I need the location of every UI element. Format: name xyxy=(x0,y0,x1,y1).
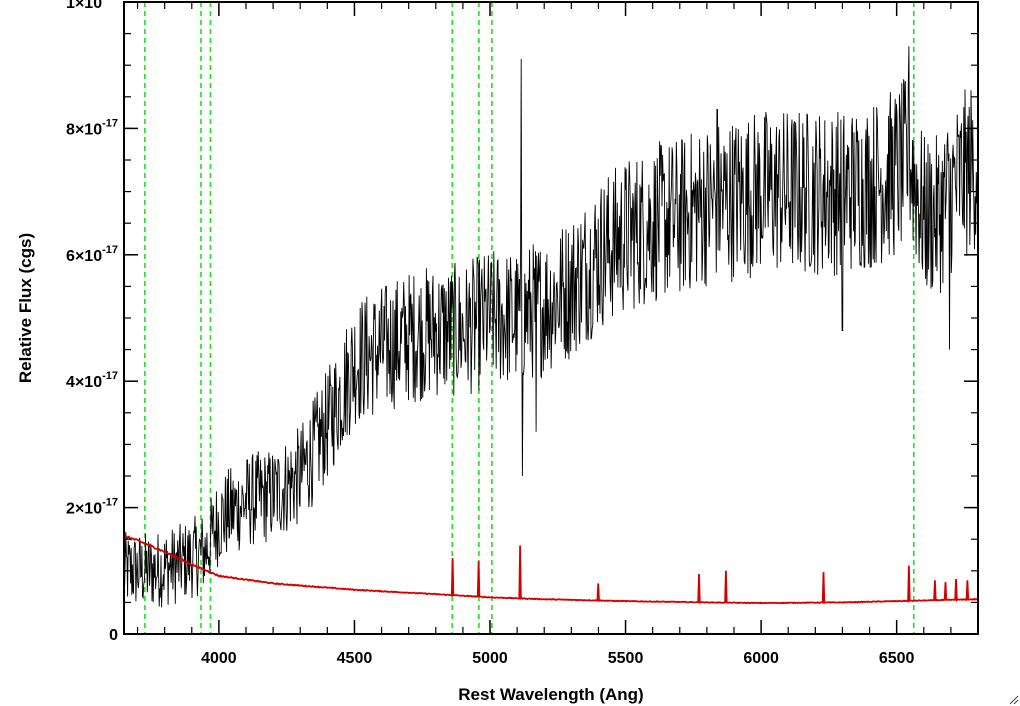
y-tick-label: 6×10-17 xyxy=(66,244,118,265)
y-tick-label: 2×10-17 xyxy=(66,497,118,518)
emission-line-markers xyxy=(144,2,915,634)
spectrum-series xyxy=(123,46,979,608)
x-tick-label: 5000 xyxy=(472,650,508,667)
resize-grip[interactable] xyxy=(1009,695,1019,705)
x-tick-label: 4500 xyxy=(337,650,373,667)
x-axis-label: Rest Wavelength (Ang) xyxy=(458,685,643,704)
axis-ticks xyxy=(124,1,979,635)
y-tick-label: 0 xyxy=(109,627,118,644)
y-tick-label: 8×10-17 xyxy=(66,117,118,138)
x-tick-label: 6000 xyxy=(743,650,779,667)
y-tick-label: 1×10-16 xyxy=(66,0,118,12)
x-tick-label: 5500 xyxy=(608,650,644,667)
series-line-1 xyxy=(123,46,978,608)
series-line-2 xyxy=(123,534,979,605)
x-tick-label: 6500 xyxy=(879,650,915,667)
x-tick-label: 4000 xyxy=(201,650,237,667)
y-tick-label: 4×10-17 xyxy=(66,370,118,391)
y-axis-label: Relative Flux (cgs) xyxy=(16,233,35,383)
tick-labels: 4000 4500 5000 5500 6000 6500 0 2×10-17 4×10-17 6… xyxy=(66,0,915,667)
